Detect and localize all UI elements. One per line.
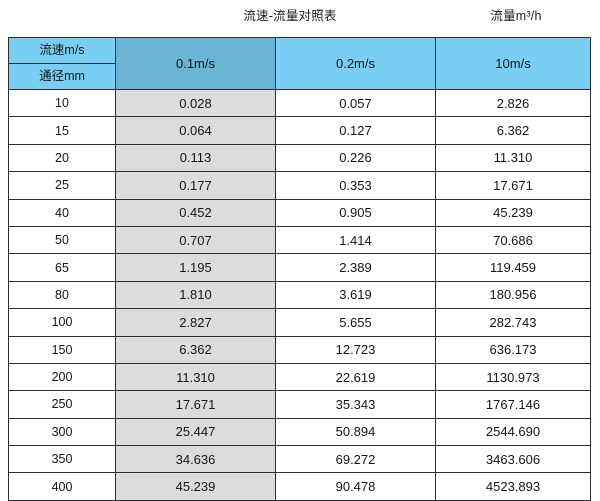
- table-row: 15 0.064 0.127 6.362: [8, 116, 591, 145]
- table-title: 流速-流量对照表: [243, 9, 337, 23]
- cell-flow-10ms: 2544.690: [435, 417, 591, 447]
- table-row: 200 11.310 22.619 1130.973: [8, 362, 591, 392]
- table-row: 65 1.195 2.389 119.459: [8, 253, 591, 282]
- table-body: 10 0.028 0.057 2.826 15 0.064 0.127 6.362 20 0.11…: [8, 88, 591, 501]
- table-row: 400 45.239 90.478 4523.893: [8, 472, 591, 501]
- cell-diameter: 25: [8, 171, 116, 200]
- cell-flow-0.1ms: 0.113: [115, 143, 276, 173]
- cell-flow-0.1ms: 17.671: [115, 390, 276, 419]
- cell-flow-0.2ms: 50.894: [275, 417, 436, 447]
- table-row: 100 2.827 5.655 282.743: [8, 308, 591, 337]
- cell-flow-10ms: 119.459: [435, 253, 591, 282]
- table-row: 50 0.707 1.414 70.686: [8, 225, 591, 255]
- cell-flow-0.1ms: 0.064: [115, 116, 276, 145]
- table-row: 350 34.636 69.272 3463.606: [8, 445, 591, 474]
- cell-flow-0.1ms: 0.707: [115, 225, 276, 255]
- header-velocity-0.1: 0.1m/s: [115, 37, 276, 90]
- caption-row: 流速-流量对照表 流量m³/h: [0, 0, 600, 32]
- cell-flow-0.2ms: 0.353: [275, 171, 436, 200]
- cell-flow-0.2ms: 22.619: [275, 362, 436, 392]
- cell-flow-0.1ms: 2.827: [115, 308, 276, 337]
- cell-diameter: 250: [8, 390, 116, 419]
- cell-flow-0.1ms: 0.028: [115, 88, 276, 118]
- flow-unit-label: 流量m³/h: [490, 9, 542, 23]
- table-row: 40 0.452 0.905 45.239: [8, 198, 591, 227]
- cell-flow-0.1ms: 6.362: [115, 335, 276, 364]
- cell-flow-10ms: 2.826: [435, 88, 591, 118]
- cell-diameter: 15: [8, 116, 116, 145]
- cell-flow-0.2ms: 0.226: [275, 143, 436, 173]
- header-diameter-axis-label: 通径mm: [8, 63, 116, 90]
- cell-diameter: 150: [8, 335, 116, 364]
- cell-flow-0.2ms: 1.414: [275, 225, 436, 255]
- header-row-top: 流速m/s 0.1m/s 0.2m/s 10m/s: [8, 37, 591, 90]
- cell-diameter: 400: [8, 472, 116, 501]
- table-row: 10 0.028 0.057 2.826: [8, 88, 591, 118]
- cell-flow-0.1ms: 0.177: [115, 171, 276, 200]
- cell-flow-0.2ms: 5.655: [275, 308, 436, 337]
- header-velocity-0.2: 0.2m/s: [275, 37, 436, 90]
- cell-flow-0.2ms: 35.343: [275, 390, 436, 419]
- table-row: 20 0.113 0.226 11.310: [8, 143, 591, 173]
- flow-velocity-table-wrapper: 流速m/s 0.1m/s 0.2m/s 10m/s 通径mm 10 0.028 0.…: [8, 37, 591, 501]
- cell-flow-0.2ms: 2.389: [275, 253, 436, 282]
- cell-flow-10ms: 180.956: [435, 280, 591, 310]
- cell-flow-10ms: 1130.973: [435, 362, 591, 392]
- header-row-bottom: 通径mm: [8, 63, 591, 90]
- cell-flow-0.2ms: 12.723: [275, 335, 436, 364]
- cell-flow-0.2ms: 0.057: [275, 88, 436, 118]
- cell-diameter: 50: [8, 225, 116, 255]
- cell-flow-10ms: 45.239: [435, 198, 591, 227]
- cell-flow-0.2ms: 0.127: [275, 116, 436, 145]
- cell-diameter: 300: [8, 417, 116, 447]
- table-row: 300 25.447 50.894 2544.690: [8, 417, 591, 447]
- header-velocity-10: 10m/s: [435, 37, 591, 90]
- cell-flow-10ms: 70.686: [435, 225, 591, 255]
- cell-flow-10ms: 17.671: [435, 171, 591, 200]
- table-row: 150 6.362 12.723 636.173: [8, 335, 591, 364]
- table-header: 流速m/s 0.1m/s 0.2m/s 10m/s 通径mm: [8, 37, 591, 90]
- cell-diameter: 200: [8, 362, 116, 392]
- cell-diameter: 40: [8, 198, 116, 227]
- cell-flow-0.2ms: 69.272: [275, 445, 436, 474]
- cell-flow-0.1ms: 11.310: [115, 362, 276, 392]
- flow-velocity-table: 流速m/s 0.1m/s 0.2m/s 10m/s 通径mm 10 0.028 0.…: [8, 37, 591, 501]
- cell-flow-0.1ms: 1.810: [115, 280, 276, 310]
- cell-flow-0.1ms: 1.195: [115, 253, 276, 282]
- cell-diameter: 10: [8, 88, 116, 118]
- cell-diameter: 65: [8, 253, 116, 282]
- cell-flow-10ms: 282.743: [435, 308, 591, 337]
- cell-diameter: 100: [8, 308, 116, 337]
- cell-flow-10ms: 6.362: [435, 116, 591, 145]
- table-row: 250 17.671 35.343 1767.146: [8, 390, 591, 419]
- cell-flow-0.1ms: 45.239: [115, 472, 276, 501]
- header-velocity-axis-label: 流速m/s: [8, 37, 116, 64]
- table-row: 80 1.810 3.619 180.956: [8, 280, 591, 310]
- cell-flow-0.2ms: 0.905: [275, 198, 436, 227]
- cell-flow-10ms: 1767.146: [435, 390, 591, 419]
- cell-diameter: 20: [8, 143, 116, 173]
- cell-flow-0.2ms: 90.478: [275, 472, 436, 501]
- cell-flow-10ms: 4523.893: [435, 472, 591, 501]
- cell-flow-0.1ms: 25.447: [115, 417, 276, 447]
- cell-diameter: 350: [8, 445, 116, 474]
- cell-flow-0.1ms: 0.452: [115, 198, 276, 227]
- cell-flow-0.2ms: 3.619: [275, 280, 436, 310]
- table-row: 25 0.177 0.353 17.671: [8, 171, 591, 200]
- cell-flow-10ms: 11.310: [435, 143, 591, 173]
- cell-diameter: 80: [8, 280, 116, 310]
- cell-flow-10ms: 3463.606: [435, 445, 591, 474]
- cell-flow-10ms: 636.173: [435, 335, 591, 364]
- cell-flow-0.1ms: 34.636: [115, 445, 276, 474]
